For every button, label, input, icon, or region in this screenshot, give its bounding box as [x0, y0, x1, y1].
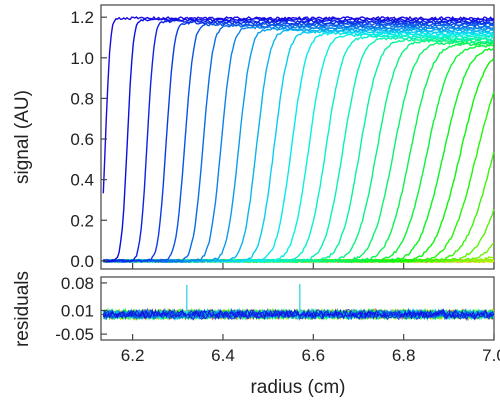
scan-curve: [102, 22, 495, 263]
scan-curve: [102, 34, 494, 264]
scan-curve: [102, 41, 494, 264]
x-tick-label: 7.0: [482, 346, 500, 365]
scan-curve: [103, 32, 494, 264]
y-tick-label: 1.2: [70, 8, 94, 27]
residual-trace: [103, 308, 495, 322]
scan-curve: [103, 44, 495, 264]
scan-curve: [103, 28, 494, 264]
residuals-plot-frame: [100, 276, 495, 341]
residuals-axis-label: residuals: [12, 271, 33, 347]
residual-y-tick-label: 0.08: [61, 274, 94, 293]
residuals-panel: 0.080.01-0.05 6.26.46.66.87.0 residuals …: [12, 271, 500, 398]
x-tick-label: 6.4: [211, 346, 235, 365]
y-tick-label: 0.0: [70, 252, 94, 271]
scan-curve: [102, 29, 495, 263]
residuals-y-ticks: 0.08 0.01 -0.05: [55, 274, 107, 344]
residual-y-tick-label: 0.01: [61, 301, 94, 320]
residual-y-tick-label: -0.05: [55, 325, 94, 344]
y-tick-label: 1.0: [70, 49, 94, 68]
scan-curve: [102, 42, 495, 264]
x-tick-label: 6.2: [121, 346, 145, 365]
scan-curve: [103, 18, 495, 263]
scan-curve: [102, 37, 494, 264]
scan-curve: [103, 17, 495, 263]
x-tick-label: 6.8: [392, 346, 416, 365]
scan-curve: [103, 57, 495, 264]
scan-curve: [103, 31, 495, 263]
y-tick-label: 0.8: [70, 89, 94, 108]
y-tick-label: 0.4: [70, 171, 94, 190]
main-plot-frame: [100, 4, 495, 270]
main-panel: 0.0 0.2 0.4 0.6 0.8 1.0 1.2 signal (AU): [12, 4, 495, 271]
scan-curve: [102, 36, 494, 264]
residuals-curves: [102, 284, 495, 322]
residual-trace: [102, 308, 495, 321]
y-tick-label: 0.2: [70, 211, 94, 230]
radius-axis-label: radius (cm): [250, 377, 345, 398]
main-curves: [102, 15, 495, 264]
scan-curve: [102, 47, 495, 264]
signal-axis-label: signal (AU): [12, 90, 33, 184]
y-tick-label: 0.6: [70, 130, 94, 149]
main-y-ticks: 0.0 0.2 0.4 0.6 0.8 1.0 1.2: [70, 8, 107, 271]
scan-curve: [102, 20, 495, 263]
scan-curve: [103, 23, 495, 263]
x-tick-label: 6.6: [301, 346, 325, 365]
scan-curve: [103, 26, 494, 264]
residuals-x-ticks: 6.2 6.4 6.6 6.8 7.0: [121, 334, 500, 365]
scan-curve: [102, 15, 495, 194]
scan-curve: [102, 39, 494, 264]
main-x-ticks: [132, 263, 495, 269]
